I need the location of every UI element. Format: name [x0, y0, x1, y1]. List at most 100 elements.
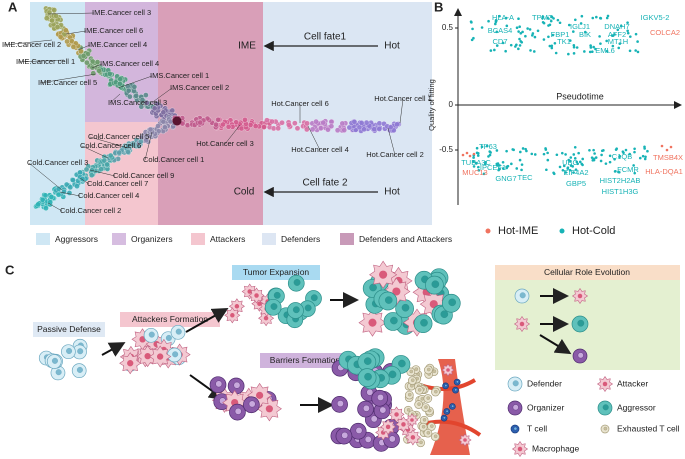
gene-dot: [536, 29, 540, 33]
gene-dot: [593, 152, 596, 155]
legend-label: Organizers: [131, 234, 173, 244]
gene-dot: [485, 144, 489, 148]
nucleus: [426, 396, 431, 400]
gene-dot: [487, 155, 490, 158]
cell-dot: [358, 120, 365, 126]
gene-dot: [613, 170, 617, 173]
cell-dot: [116, 149, 122, 156]
gene-dot: [634, 49, 637, 52]
cell-label: IME.Cancer cell 1: [16, 57, 75, 66]
nucleus: [175, 328, 182, 335]
nucleus: [165, 334, 172, 341]
nucleus: [519, 321, 525, 327]
cell-dot: [341, 127, 347, 133]
gene-dot: [594, 156, 598, 159]
cell-dot: [356, 124, 363, 131]
nucleus: [265, 405, 273, 413]
gene-dot: [515, 43, 518, 47]
gene-dot: [600, 149, 604, 153]
cell-label: Cold.Cancer cell 3: [27, 158, 88, 167]
cell-label: IMS.Cancer cell 4: [100, 59, 159, 68]
cell-label: Cold.Cancer cell 2: [60, 206, 121, 215]
cell-dot: [328, 123, 335, 129]
legend-label: Exhausted T cell: [617, 423, 680, 433]
cell-label: Hot.Cancer cell 4: [291, 145, 349, 154]
gene-dot: [495, 149, 499, 152]
nucleus: [602, 404, 609, 411]
gene-dot: [501, 160, 505, 164]
gene-label: BCAS4: [488, 26, 513, 35]
cell-label: Hot.Cancer cell 3: [196, 139, 254, 148]
gene-dot: [599, 42, 602, 45]
cell-dot: [94, 59, 101, 65]
cell-label: Cold.Cancer cell 7: [87, 179, 148, 188]
cell-dot: [351, 119, 358, 125]
gene-label: IGLJ1: [570, 22, 590, 31]
gene-label: HIST1H3G: [602, 187, 639, 196]
leader-line: [17, 59, 65, 63]
nucleus: [398, 359, 406, 368]
gene-dot: [506, 164, 510, 168]
cell-dot: [55, 186, 62, 192]
gene-dot: [573, 146, 577, 149]
nucleus: [263, 315, 269, 321]
gene-dot: [472, 152, 476, 156]
gene-dot: [520, 168, 523, 172]
cell-dot: [116, 80, 123, 87]
gene-label: TEC: [518, 173, 534, 182]
gene-dot: [472, 165, 476, 168]
gene-dot: [583, 50, 586, 53]
gene-dot: [477, 165, 480, 169]
gene-dot: [568, 159, 572, 163]
gene-dot: [515, 167, 519, 170]
gene-label: HLA-A: [492, 13, 514, 22]
gene-dot: [560, 151, 564, 155]
cell-dot: [320, 119, 327, 126]
cell-label: IME.Cancer cell 4: [88, 40, 147, 49]
gene-dot: [533, 35, 537, 39]
gene-dot: [581, 157, 584, 161]
gene-dot: [572, 171, 575, 174]
gene-dot: [660, 144, 664, 148]
nucleus: [310, 294, 318, 302]
gene-dot: [608, 160, 612, 164]
gene-dot: [526, 27, 529, 30]
gene-dot: [472, 36, 475, 40]
gene-dot: [643, 157, 647, 161]
cell-dot: [98, 166, 104, 172]
gene-dot: [614, 148, 618, 151]
gene-dot: [546, 16, 549, 20]
cell-dot: [304, 120, 310, 127]
cell-dot: [275, 125, 281, 132]
cell-dot: [74, 183, 80, 189]
gene-dot: [633, 171, 637, 175]
cell-dot: [387, 124, 394, 131]
gene-label: HIST2H2AB: [600, 176, 641, 185]
gene-dot: [646, 149, 649, 153]
nucleus: [51, 357, 58, 364]
gene-dot: [629, 35, 632, 38]
cell-dot: [147, 126, 154, 133]
gene-dot: [530, 152, 534, 156]
gene-dot: [501, 167, 505, 170]
panel-a: A Cell fate1 Cell fate 2 IME Cold Hot Ho…: [2, 0, 452, 245]
cell-dot: [125, 143, 131, 149]
arrow: [101, 342, 126, 357]
gene-dot: [472, 160, 475, 163]
cell-dot: [125, 149, 131, 155]
gene-dot: [484, 160, 487, 164]
branch-point: [172, 116, 182, 126]
nucleus: [422, 418, 427, 422]
cell-dot: [117, 76, 123, 82]
box-label: Tumor Expansion: [243, 267, 310, 277]
fate-label: Cell fate 2: [302, 178, 347, 189]
box-label: Attackers Formation: [132, 314, 208, 324]
nucleus: [362, 404, 370, 412]
cell-dot: [42, 192, 49, 199]
gene-dot: [572, 45, 576, 49]
nucleus: [248, 400, 256, 408]
gene-dot: [600, 153, 603, 157]
nucleus: [144, 352, 151, 360]
gene-dot: [605, 39, 608, 43]
cell-dot: [264, 117, 270, 123]
